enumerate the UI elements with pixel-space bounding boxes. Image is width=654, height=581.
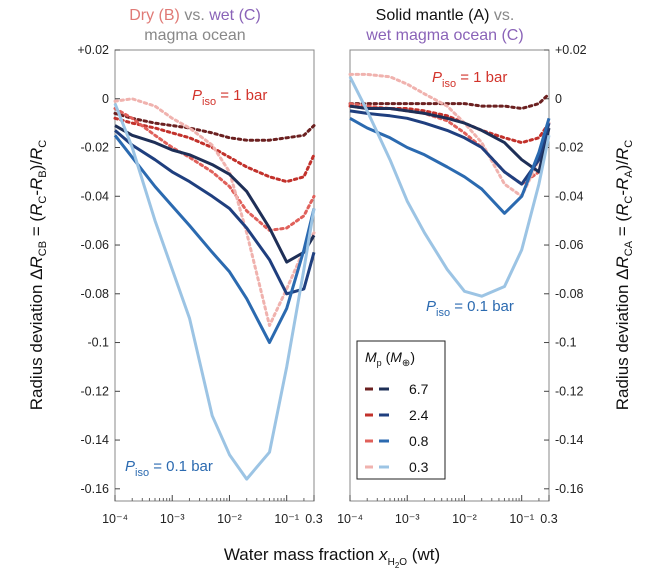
right-title-solid: Solid mantle (A) [376,7,490,24]
right-title-line1: Solid mantle (A) vs. [376,7,515,24]
left-panel: +0.02 0 -0.02 -0.04 -0.06 -0.08 -0.1 -0.12 -0.14… [77,43,322,526]
x-axis-label: Water mass fraction xH2O (wt) [224,545,440,570]
left-title-dry: Dry (B) [129,7,180,24]
x-tick-label: 10⁻² [452,512,477,526]
x-tick-label: 10⁻¹ [509,512,534,526]
x-tick-label: 10⁻³ [160,512,185,526]
left-title-vs: vs. [180,7,209,24]
y-tick-label: -0.12 [81,384,110,398]
y-axis-label-left: Radius deviation ΔRCB = (RC-RB)/RC [27,140,49,411]
left-annotation-p1: Piso = 1 bar [192,87,267,108]
y-tick-label: -0.06 [81,238,110,252]
y-axis-label-right: Radius deviation ΔRCA = (RC-RA)/RC [613,140,635,411]
y-tick-label: -0.08 [81,287,110,301]
x-tick-label: 10⁻³ [395,512,420,526]
y-tick-label: -0.06 [555,238,584,252]
left-x-ticks: 10⁻⁴ 10⁻³ 10⁻² 10⁻¹ 0.3 [102,495,323,526]
series-line-6_7-1bar [348,92,551,110]
y-tick-label: -0.02 [81,141,110,155]
y-tick-label: +0.02 [77,43,109,57]
y-tick-label: -0.1 [87,336,109,350]
right-x-ticks: 10⁻⁴ 10⁻³ 10⁻² 10⁻¹ 0.3 [337,495,558,526]
x-tick-label: 10⁻¹ [274,512,299,526]
y-tick-label: 0 [555,92,562,106]
right-title-line2: wet magma ocean (C) [365,27,523,44]
y-tick-label: -0.14 [81,433,110,447]
series-line-0_3-1bar [113,97,316,327]
y-tick-label: -0.04 [81,189,110,203]
left-annotation-p01: Piso = 0.1 bar [125,458,213,479]
y-tick-label: -0.02 [555,141,584,155]
y-label-left-text: Radius deviation Δ [27,268,46,410]
series-line-2_4-01bar [114,129,316,296]
legend-box [356,340,446,480]
right-panel-frame [349,49,550,502]
right-title-vs: vs. [489,7,514,24]
series-line-2_4-1bar [113,116,316,184]
left-title-line2: magma ocean [144,27,245,44]
series-line-6_7-1bar [113,111,316,142]
y-tick-label: -0.1 [555,336,577,350]
series-line-0_8-01bar [113,134,316,344]
right-annotation-p01: Piso = 0.1 bar [426,298,514,319]
right-series [348,72,551,298]
left-series [113,97,316,481]
y-tick-label: -0.14 [555,433,584,447]
series-line-0_3-01bar [113,103,316,481]
y-tick-label: 0 [102,92,109,106]
legend-label: 2.4 [409,407,429,423]
y-tick-label: -0.04 [555,189,584,203]
right-y-ticks: +0.02 0 -0.02 -0.04 -0.06 -0.08 -0.1 -0.12 -0.14… [544,43,587,496]
y-tick-label: -0.16 [81,482,110,496]
y-tick-label: -0.08 [555,287,584,301]
series-line-0_8-01bar [349,116,551,215]
x-tick-label: 0.3 [305,512,322,526]
right-panel: +0.02 0 -0.02 -0.04 -0.06 -0.08 -0.1 -0.12 -0.14… [337,43,587,526]
legend-entries: 6.7 2.4 0.8 0.3 [365,381,429,475]
x-tick-label: 10⁻⁴ [337,512,363,526]
y-tick-label: -0.16 [555,482,584,496]
legend-label: 0.8 [409,433,429,449]
x-tick-label: 10⁻⁴ [102,512,128,526]
legend-label: 6.7 [409,381,429,397]
y-tick-label: -0.12 [555,384,584,398]
y-tick-label: +0.02 [555,43,587,57]
series-line-6_7-01bar [114,124,316,264]
series-line-0_8-1bar [113,107,316,232]
left-title-wet: wet (C) [208,7,261,24]
series-line-0_3-01bar [348,76,551,298]
legend: Mp (M⊕) 6.7 2.4 0.8 0.3 [356,340,446,480]
legend-label: 0.3 [409,459,429,475]
series-line-2_4-01bar [349,109,551,186]
series-line-6_7-01bar [349,104,551,174]
left-title-line1: Dry (B) vs. wet (C) [129,7,261,24]
right-annotation-p1: Piso = 1 bar [432,69,507,90]
left-y-ticks: +0.02 0 -0.02 -0.04 -0.06 -0.08 -0.1 -0.12 -0.14… [77,43,120,496]
x-tick-label: 0.3 [540,512,557,526]
left-panel-frame [114,49,315,502]
x-tick-label: 10⁻² [217,512,242,526]
legend-title: Mp (M⊕) [365,349,415,369]
